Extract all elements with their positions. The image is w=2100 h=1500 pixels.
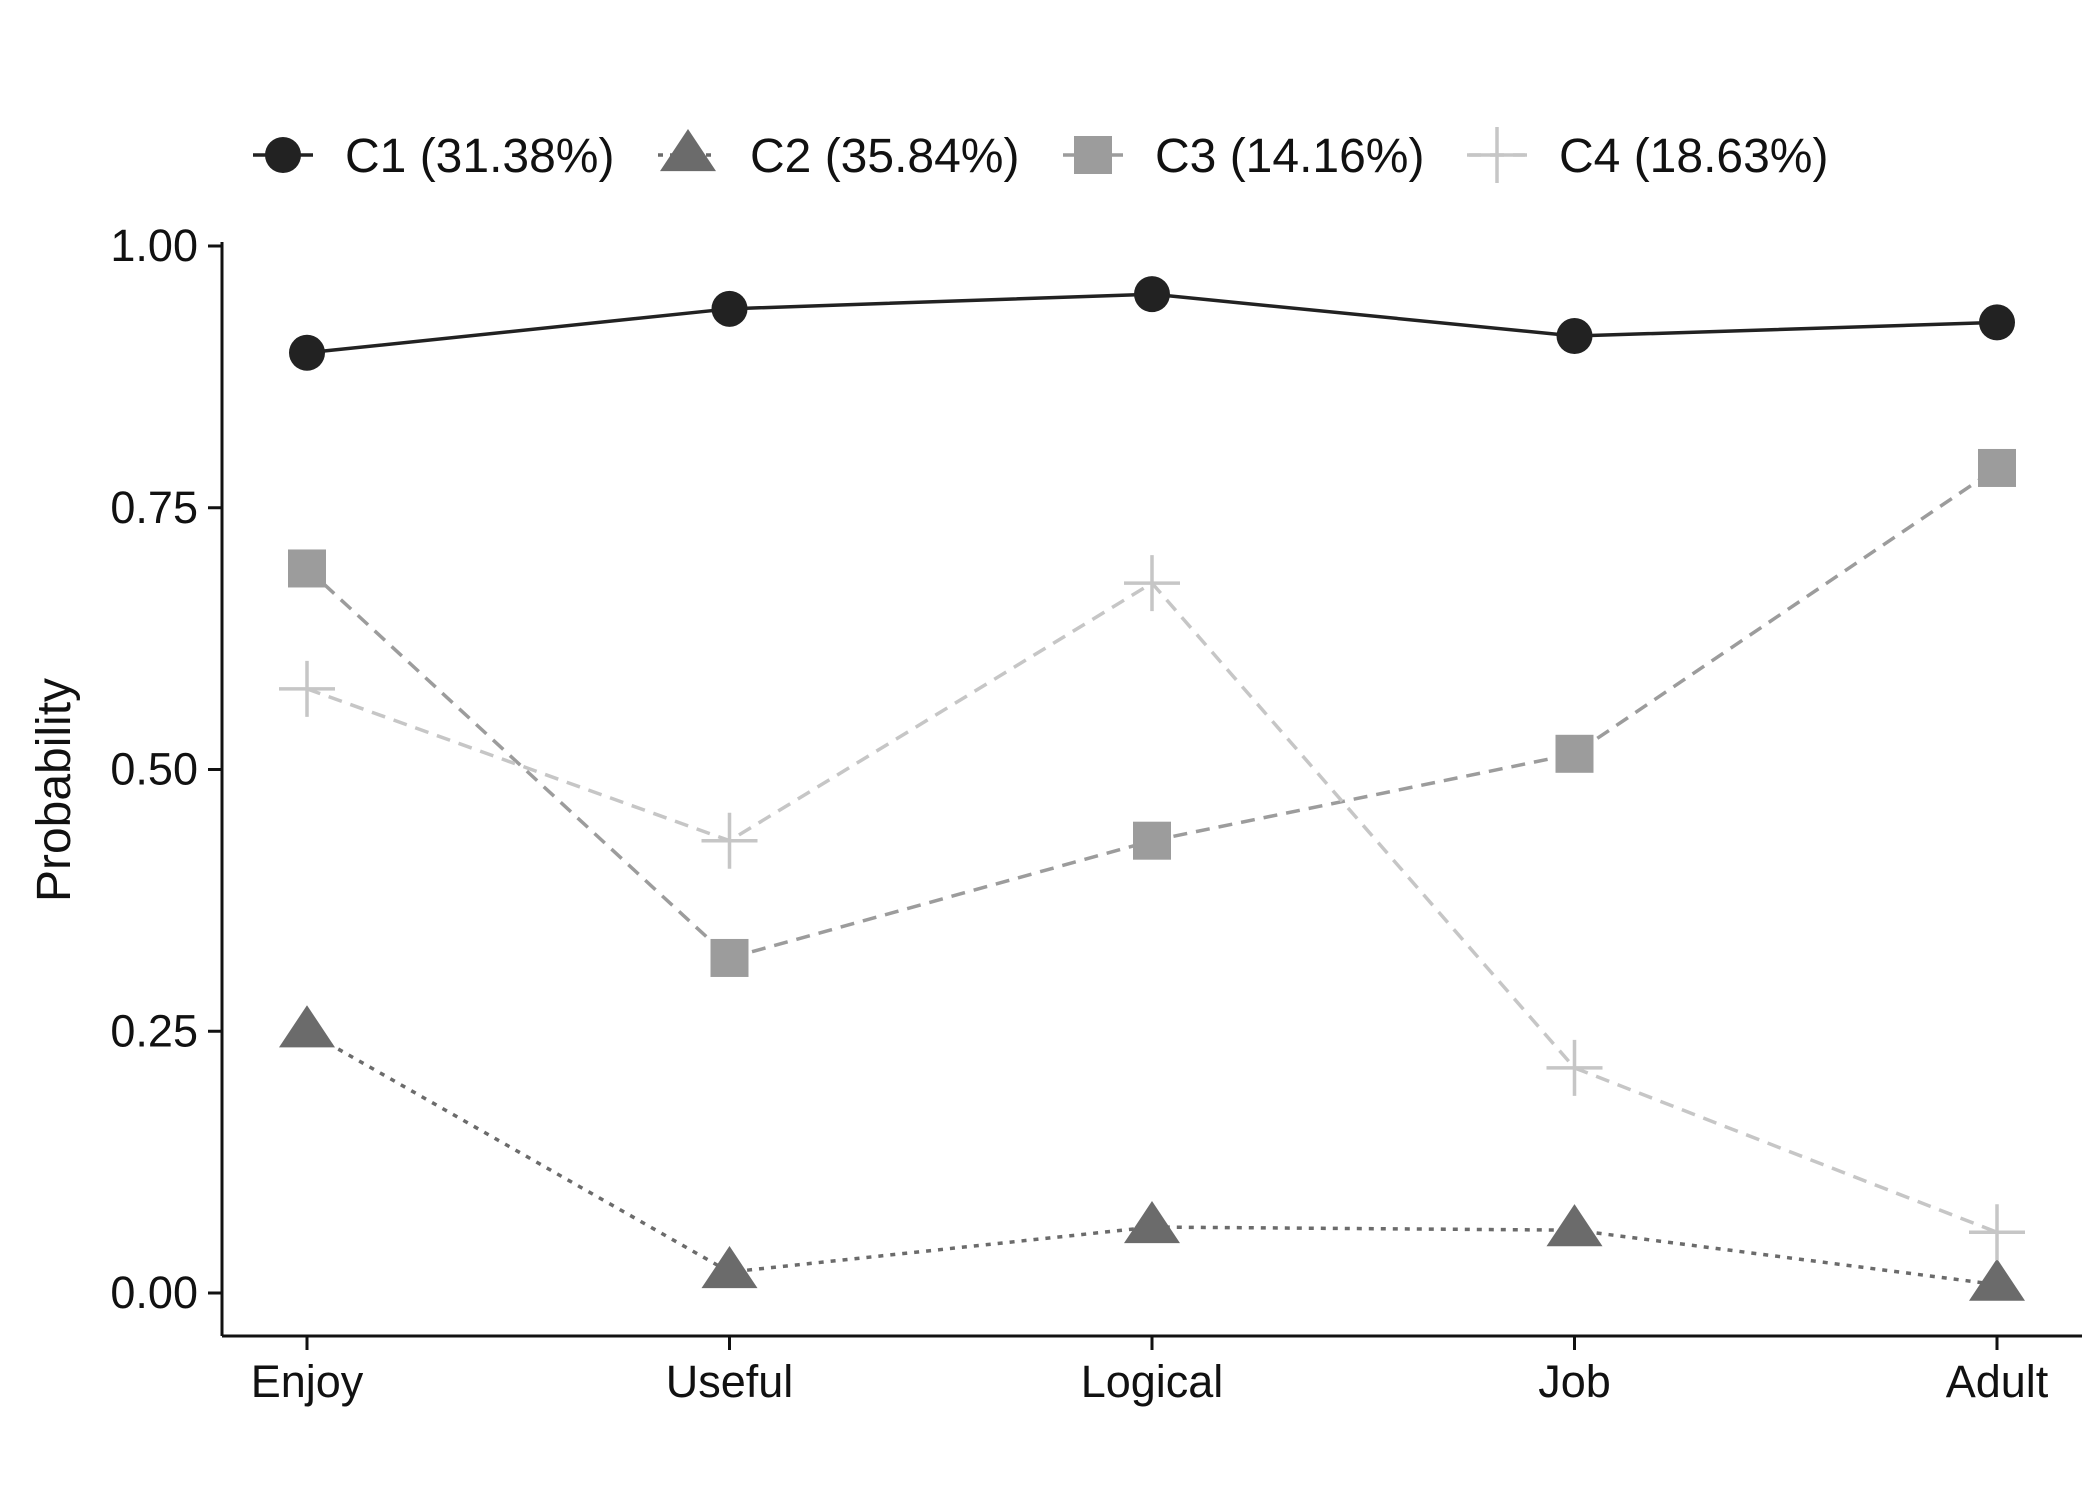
data-point xyxy=(701,1246,758,1289)
legend-item: C4 (18.63%) xyxy=(1467,127,1828,183)
legend-label: C1 (31.38%) xyxy=(345,130,614,183)
data-point xyxy=(289,334,325,371)
x-tick-label: Logical xyxy=(1081,1356,1224,1407)
legend-label: C4 (18.63%) xyxy=(1559,130,1828,183)
data-point xyxy=(1124,555,1180,612)
legend-item: C3 (14.16%) xyxy=(1063,130,1424,183)
legend-marker xyxy=(660,129,716,172)
y-tick-label: 1.00 xyxy=(110,220,198,271)
data-point xyxy=(1134,276,1170,313)
y-tick-label: 0.75 xyxy=(110,482,198,533)
data-point xyxy=(701,812,758,869)
legend-item: C2 (35.84%) xyxy=(658,129,1019,183)
axes: 0.00 0.25 0.50 0.75 1.00 Enjoy Useful Logical J… xyxy=(28,220,2082,1407)
x-tick-label: Useful xyxy=(666,1356,794,1407)
series-line xyxy=(306,580,1998,1234)
legend-item: C1 (31.38%) xyxy=(253,130,614,183)
y-axis-ticks: 0.00 0.25 0.50 0.75 1.00 xyxy=(110,220,222,1318)
series-line xyxy=(306,1029,1998,1287)
data-point xyxy=(1546,1204,1603,1247)
legend: C1 (31.38%) C2 (35.84%) C3 (14.16%) C4 (18.… xyxy=(253,127,1828,183)
series-c3 xyxy=(288,448,2016,977)
x-tick-label: Enjoy xyxy=(251,1356,364,1407)
data-point xyxy=(1969,1258,2025,1301)
y-tick-label: 0.00 xyxy=(110,1267,198,1318)
x-axis-ticks: Enjoy Useful Logical Job Adult xyxy=(251,1336,2049,1407)
legend-marker xyxy=(1469,127,1525,183)
data-point xyxy=(279,1005,335,1048)
legend-marker xyxy=(265,137,301,173)
data-point xyxy=(1556,318,1593,355)
x-tick-label: Job xyxy=(1538,1356,1611,1407)
plot-area xyxy=(279,276,2025,1301)
data-point xyxy=(1969,1204,2025,1261)
y-tick-label: 0.50 xyxy=(110,744,198,795)
data-point xyxy=(1546,1039,1603,1096)
data-point xyxy=(711,290,748,327)
data-point xyxy=(1124,1201,1180,1244)
data-point xyxy=(1555,734,1594,773)
series-c1 xyxy=(289,276,2015,371)
legend-label: C2 (35.84%) xyxy=(750,130,1019,183)
data-point xyxy=(1979,304,2015,341)
data-point xyxy=(288,549,326,588)
data-point xyxy=(710,938,749,977)
series-c4 xyxy=(279,555,2025,1261)
series-c2 xyxy=(279,1005,2025,1301)
data-point xyxy=(1133,821,1171,860)
y-axis-title: Probability xyxy=(28,678,81,902)
series-line xyxy=(305,466,1998,960)
data-point xyxy=(279,660,335,717)
data-point xyxy=(1978,448,2016,487)
x-tick-label: Adult xyxy=(1946,1356,2049,1407)
legend-label: C3 (14.16%) xyxy=(1155,130,1424,183)
y-tick-label: 0.25 xyxy=(110,1005,198,1056)
legend-marker xyxy=(1074,136,1112,174)
